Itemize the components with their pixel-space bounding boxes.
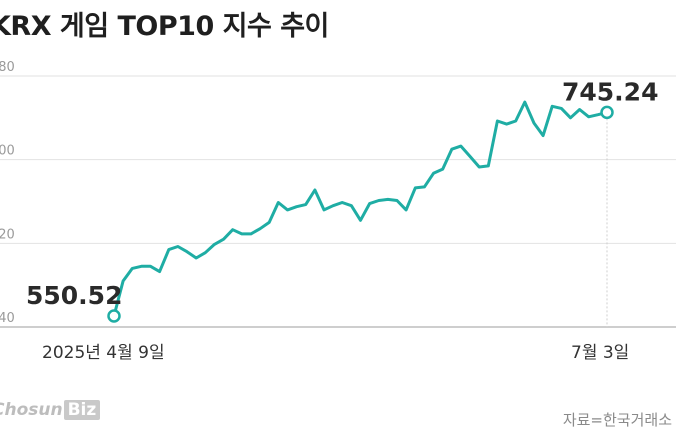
source-note: 자료=한국거래소 bbox=[562, 411, 672, 429]
y-tick-label: 700 bbox=[0, 144, 15, 159]
x-tick-end: 7월 3일 bbox=[571, 343, 629, 363]
y-tick-label: 780 bbox=[0, 60, 15, 75]
y-tick-label: 540 bbox=[0, 311, 15, 326]
watermark-logo: ChosunBiz bbox=[0, 400, 101, 420]
start-point bbox=[107, 309, 121, 323]
watermark-badge: Biz bbox=[63, 400, 101, 420]
y-tick-labels: 780 700 620 540 bbox=[0, 60, 15, 326]
y-tick-label: 620 bbox=[0, 227, 15, 242]
end-value-label: 745.24 bbox=[562, 77, 658, 106]
end-point bbox=[600, 105, 614, 120]
series-line bbox=[112, 100, 609, 318]
gridlines bbox=[0, 75, 676, 328]
chart-title: KRX 게임 TOP10 지수 추이 bbox=[0, 11, 329, 42]
x-tick-start: 2025년 4월 9일 bbox=[42, 343, 165, 363]
watermark-prefix: Chosun bbox=[0, 400, 63, 420]
start-value-label: 550.52 bbox=[26, 281, 122, 310]
